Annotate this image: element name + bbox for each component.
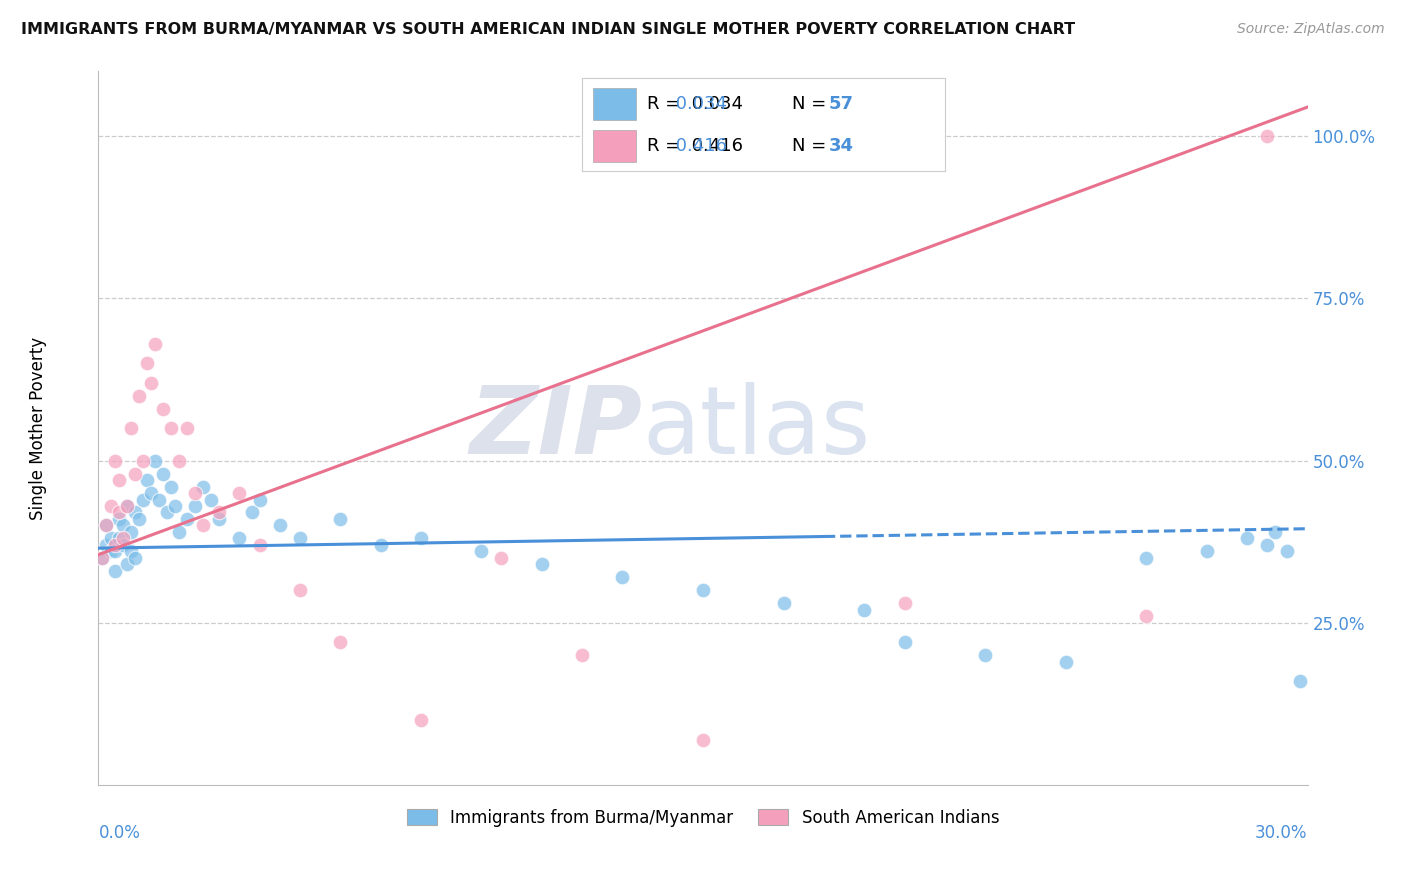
Point	[893, 635, 915, 649]
Point	[167, 453, 190, 467]
Point	[107, 532, 129, 546]
Point	[329, 635, 352, 649]
Point	[124, 467, 146, 481]
Point	[208, 512, 231, 526]
Point	[772, 596, 794, 610]
Point	[184, 499, 207, 513]
Point	[100, 544, 122, 558]
Point	[111, 532, 134, 546]
Point	[1236, 532, 1258, 546]
Point	[111, 518, 134, 533]
Point	[1195, 544, 1218, 558]
Point	[692, 732, 714, 747]
Point	[184, 486, 207, 500]
Point	[115, 499, 138, 513]
Point	[1277, 544, 1299, 558]
Point	[370, 538, 392, 552]
Point	[139, 376, 162, 390]
Text: atlas: atlas	[643, 382, 870, 475]
Point	[128, 512, 150, 526]
Text: 0.0%: 0.0%	[98, 824, 141, 842]
Point	[156, 506, 179, 520]
Text: Single Mother Poverty: Single Mother Poverty	[30, 336, 46, 520]
Point	[100, 499, 122, 513]
Point	[107, 512, 129, 526]
Point	[128, 389, 150, 403]
Point	[409, 532, 432, 546]
Legend: Immigrants from Burma/Myanmar, South American Indians: Immigrants from Burma/Myanmar, South Ame…	[401, 803, 1005, 834]
Point	[893, 596, 915, 610]
Point	[249, 538, 271, 552]
Point	[115, 558, 138, 572]
Point	[120, 544, 142, 558]
Point	[91, 550, 114, 565]
Point	[200, 492, 222, 507]
Point	[120, 524, 142, 539]
Point	[176, 512, 198, 526]
Point	[240, 506, 263, 520]
Point	[107, 506, 129, 520]
Point	[120, 421, 142, 435]
Point	[1256, 538, 1278, 552]
Point	[124, 550, 146, 565]
Point	[1054, 655, 1077, 669]
Point	[167, 524, 190, 539]
Point	[160, 479, 183, 493]
Point	[163, 499, 186, 513]
Point	[853, 603, 876, 617]
Point	[143, 453, 166, 467]
Text: 30.0%: 30.0%	[1256, 824, 1308, 842]
Point	[571, 648, 593, 663]
Point	[269, 518, 291, 533]
Text: ZIP: ZIP	[470, 382, 643, 475]
Point	[1288, 674, 1310, 689]
Point	[176, 421, 198, 435]
Point	[103, 453, 125, 467]
Point	[96, 518, 118, 533]
Point	[132, 453, 155, 467]
Point	[249, 492, 271, 507]
Point	[135, 473, 157, 487]
Point	[288, 532, 311, 546]
Point	[152, 401, 174, 416]
Point	[692, 583, 714, 598]
Point	[329, 512, 352, 526]
Point	[103, 564, 125, 578]
Point	[132, 492, 155, 507]
Point	[612, 570, 634, 584]
Point	[1264, 524, 1286, 539]
Point	[491, 550, 513, 565]
Point	[124, 506, 146, 520]
Point	[152, 467, 174, 481]
Point	[103, 538, 125, 552]
Point	[107, 473, 129, 487]
Point	[1135, 550, 1157, 565]
Point	[96, 538, 118, 552]
Point	[91, 550, 114, 565]
Point	[1256, 129, 1278, 144]
Point	[139, 486, 162, 500]
Point	[409, 713, 432, 727]
Point	[228, 532, 250, 546]
Point	[100, 532, 122, 546]
Point	[288, 583, 311, 598]
Point	[148, 492, 170, 507]
Point	[208, 506, 231, 520]
Point	[193, 479, 215, 493]
Point	[974, 648, 997, 663]
Point	[160, 421, 183, 435]
Point	[135, 356, 157, 370]
Point	[111, 538, 134, 552]
Point	[103, 544, 125, 558]
Point	[228, 486, 250, 500]
Point	[96, 518, 118, 533]
Text: IMMIGRANTS FROM BURMA/MYANMAR VS SOUTH AMERICAN INDIAN SINGLE MOTHER POVERTY COR: IMMIGRANTS FROM BURMA/MYANMAR VS SOUTH A…	[21, 22, 1076, 37]
Point	[470, 544, 492, 558]
Point	[193, 518, 215, 533]
Point	[1135, 609, 1157, 624]
Point	[143, 336, 166, 351]
Point	[115, 499, 138, 513]
Text: Source: ZipAtlas.com: Source: ZipAtlas.com	[1237, 22, 1385, 37]
Point	[530, 558, 553, 572]
